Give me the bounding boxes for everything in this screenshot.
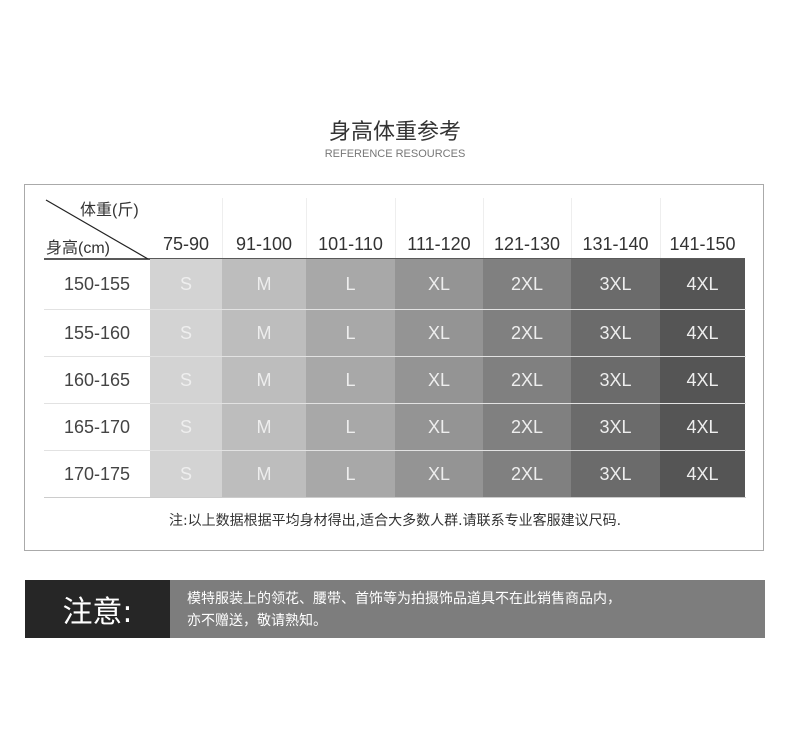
- notice-line-2: 亦不赠送，敬请熟知。: [187, 613, 327, 629]
- size-note: 注:以上数据根据平均身材得出,适合大多数人群.请联系专业客服建议尺码.: [168, 513, 622, 529]
- notice-label: 注意:: [25, 580, 170, 638]
- weight-range-header: 75-90: [162, 233, 210, 254]
- size-cell: 4XL: [660, 310, 745, 357]
- size-cell: 3XL: [571, 259, 660, 310]
- size-cell: XL: [395, 451, 483, 498]
- column-divider: [222, 198, 223, 258]
- page-subtitle: REFERENCE RESOURCES: [324, 148, 466, 160]
- column-divider: [395, 198, 396, 258]
- column-divider: [483, 198, 484, 258]
- weight-range-header: 121-130: [493, 233, 561, 254]
- row-divider: [44, 497, 746, 498]
- size-cell: 4XL: [660, 404, 745, 451]
- size-cell: M: [222, 357, 306, 404]
- column-divider: [571, 198, 572, 258]
- size-cell: M: [222, 310, 306, 357]
- height-range-label: 165-170: [63, 417, 131, 437]
- size-cell: 2XL: [483, 404, 571, 451]
- size-cell: 2XL: [483, 310, 571, 357]
- corner-diagonal: [45, 199, 149, 260]
- size-cell: M: [222, 451, 306, 498]
- height-range-label: 150-155: [63, 274, 131, 294]
- height-range-label: 160-165: [63, 370, 131, 390]
- height-range-label: 155-160: [63, 323, 131, 343]
- size-cell: XL: [395, 357, 483, 404]
- size-cell: 4XL: [660, 259, 745, 310]
- size-table-frame: [24, 184, 764, 551]
- weight-range-header: 101-110: [318, 233, 383, 254]
- size-cell: L: [306, 259, 395, 310]
- size-cell: S: [150, 357, 222, 404]
- size-cell: 4XL: [660, 451, 745, 498]
- weight-range-header: 111-120: [407, 233, 471, 254]
- size-cell: 3XL: [571, 404, 660, 451]
- size-cell: 4XL: [660, 357, 745, 404]
- weight-range-header: 131-140: [582, 233, 649, 254]
- notice-banner: 注意: 模特服装上的领花、腰带、首饰等为拍摄饰品道具不在此销售商品内， 亦不赠送…: [25, 580, 765, 638]
- size-cell: M: [222, 404, 306, 451]
- size-cell: 3XL: [571, 451, 660, 498]
- notice-text: 模特服装上的领花、腰带、首饰等为拍摄饰品道具不在此销售商品内， 亦不赠送，敬请熟…: [187, 588, 621, 632]
- size-cell: L: [306, 404, 395, 451]
- size-cell: 3XL: [571, 310, 660, 357]
- page-title: 身高体重参考: [328, 120, 461, 145]
- size-cell: XL: [395, 310, 483, 357]
- corner-weight-label: 体重(斤): [80, 202, 139, 219]
- size-cell: 2XL: [483, 357, 571, 404]
- row-divider: [44, 309, 746, 310]
- size-cell: XL: [395, 404, 483, 451]
- size-cell: XL: [395, 259, 483, 310]
- size-cell: 2XL: [483, 451, 571, 498]
- size-cell: S: [150, 259, 222, 310]
- weight-range-header: 141-150: [669, 233, 736, 254]
- size-cell: 2XL: [483, 259, 571, 310]
- size-cell: S: [150, 404, 222, 451]
- row-divider: [44, 450, 746, 451]
- corner-height-label: 身高(cm): [46, 240, 110, 257]
- size-cell: L: [306, 451, 395, 498]
- height-range-label: 170-175: [63, 464, 131, 484]
- size-cell: M: [222, 259, 306, 310]
- column-divider: [660, 198, 661, 258]
- size-cell: 3XL: [571, 357, 660, 404]
- weight-range-header: 91-100: [235, 233, 293, 254]
- size-cell: L: [306, 310, 395, 357]
- size-cell: S: [150, 451, 222, 498]
- row-divider: [44, 356, 746, 357]
- notice-line-1: 模特服装上的领花、腰带、首饰等为拍摄饰品道具不在此销售商品内，: [187, 591, 621, 607]
- size-cell: S: [150, 310, 222, 357]
- column-divider: [306, 198, 307, 258]
- size-cell: L: [306, 357, 395, 404]
- row-divider: [44, 403, 746, 404]
